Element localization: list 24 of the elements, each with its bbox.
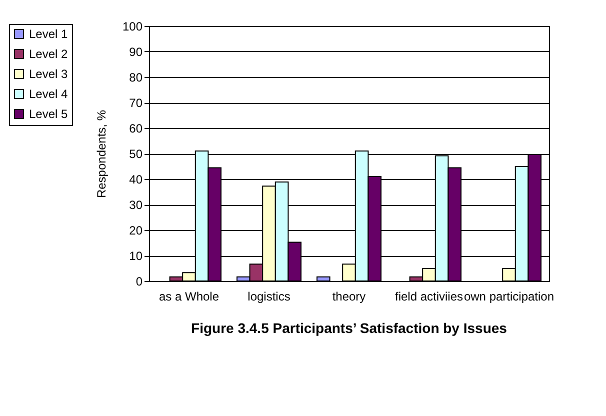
legend-label: Level 3 (29, 67, 68, 81)
y-tick-label: 20 (129, 224, 143, 238)
y-tick-label: 70 (129, 96, 143, 110)
legend-label: Level 2 (29, 47, 68, 61)
y-axis-title: Respondents, % (94, 110, 108, 198)
y-tick-label: 30 (129, 198, 143, 212)
y-tick-label: 100 (122, 20, 143, 34)
y-tick-label: 60 (129, 122, 143, 136)
x-tick-label: own participation (464, 290, 554, 304)
bar (316, 276, 330, 282)
y-tick-label: 50 (129, 147, 143, 161)
y-tick-label: 90 (129, 45, 143, 59)
x-tick-label: logistics (248, 290, 290, 304)
legend-label: Level 4 (29, 87, 68, 101)
y-tick-label: 80 (129, 70, 143, 84)
legend-label: Level 5 (29, 107, 68, 121)
x-tick-label: field activiies (394, 290, 464, 304)
legend-label: Level 1 (29, 27, 68, 41)
x-tick-label: theory (332, 290, 366, 304)
y-tick-label: 0 (136, 274, 143, 288)
y-tick-label: 40 (129, 172, 143, 186)
y-tick-label: 10 (129, 249, 143, 263)
text: Figure 3.4.5 Participants’ Satisfaction by Issues (191, 320, 508, 336)
x-tick-label: as a Whole (158, 290, 220, 304)
